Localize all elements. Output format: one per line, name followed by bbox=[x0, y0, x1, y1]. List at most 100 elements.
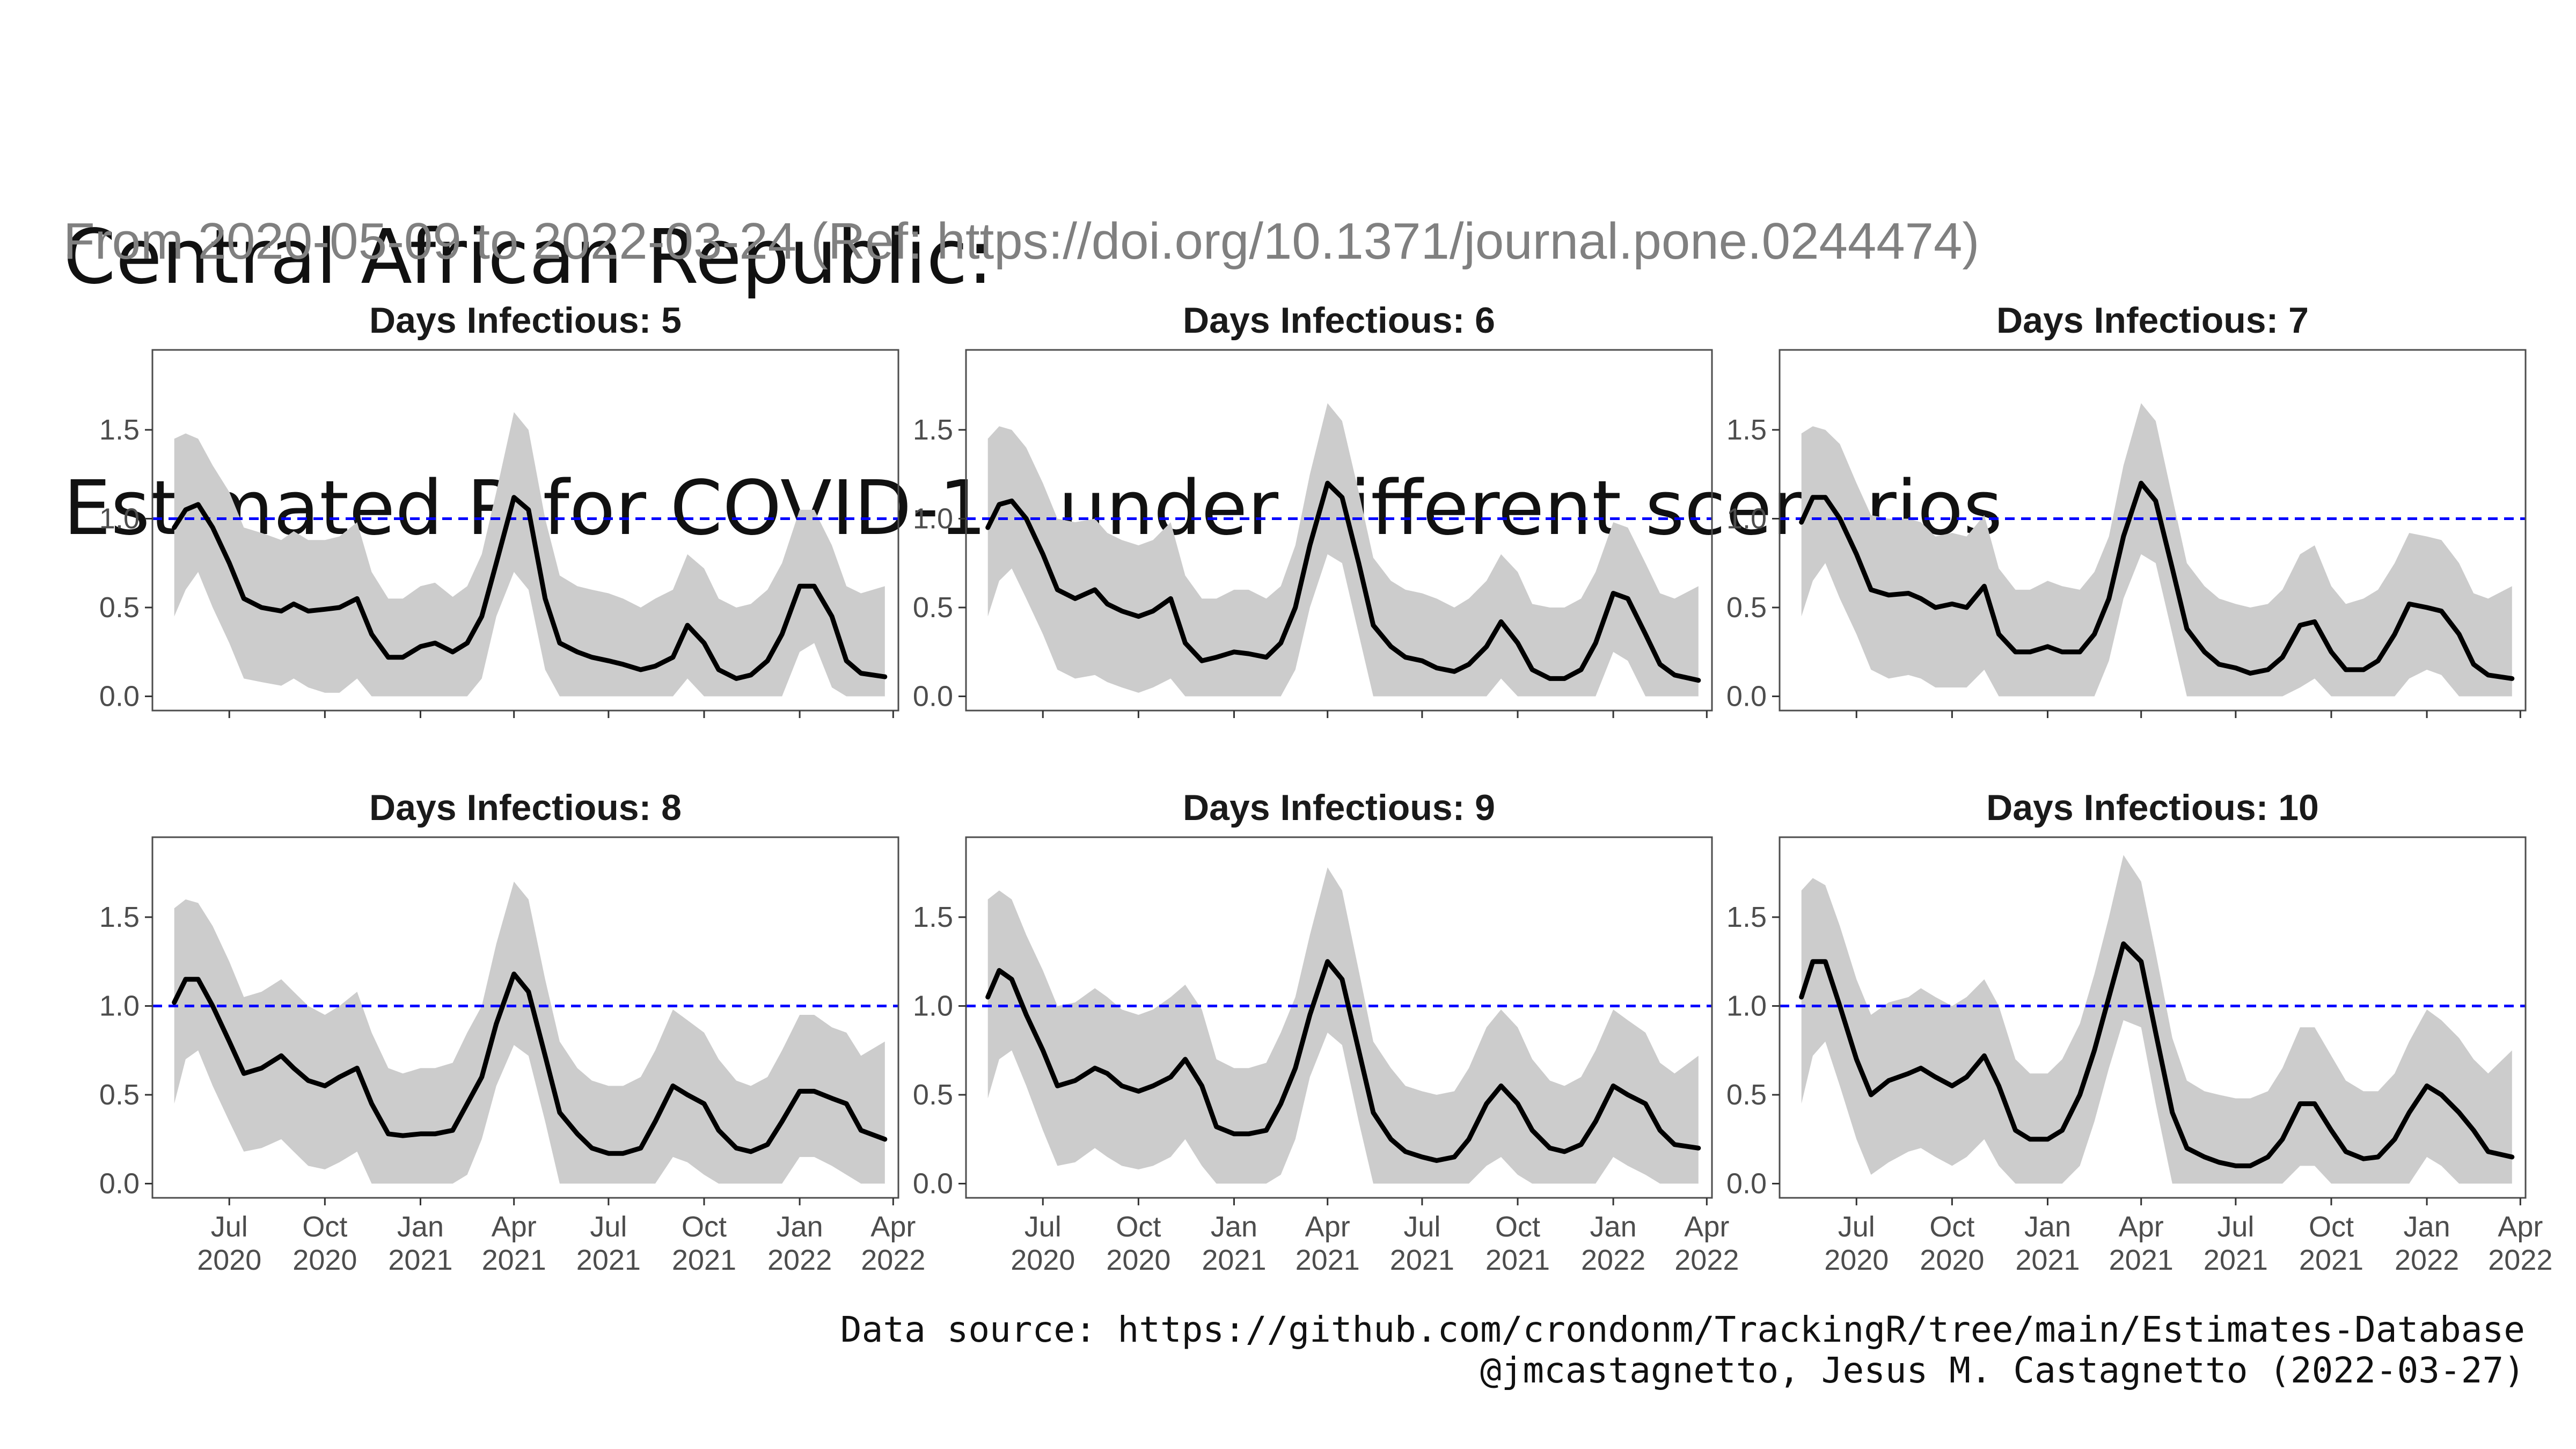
y-tick-label: 1.5 bbox=[1726, 414, 1767, 446]
x-tick-label-month: Jan bbox=[1590, 1211, 1637, 1243]
x-tick-label-month: Oct bbox=[1929, 1211, 1974, 1243]
estimate-line bbox=[172, 495, 888, 681]
panel-border bbox=[1779, 836, 2527, 1199]
y-tick-label: 0.5 bbox=[99, 591, 140, 624]
x-tick-label-year: 2021 bbox=[2204, 1244, 2268, 1276]
y-tick-label: 1.5 bbox=[913, 901, 953, 933]
y-tick-label: 1.0 bbox=[99, 502, 140, 535]
caption-source: Data source: https://github.com/crondonm… bbox=[840, 1309, 2525, 1350]
panel-title: Days Infectious: 5 bbox=[369, 300, 682, 341]
panel-border bbox=[1779, 349, 2527, 712]
estimate-line bbox=[985, 480, 1701, 683]
x-tick-label-year: 2021 bbox=[482, 1244, 546, 1276]
facet-panel: Days Infectious: 6 0.0 0.5 1.0 1.5 bbox=[913, 300, 1713, 718]
x-tick-label-year: 2021 bbox=[388, 1244, 452, 1276]
y-tick-label: 0.0 bbox=[913, 1168, 953, 1200]
x-tick-label-month: Jan bbox=[2404, 1211, 2450, 1243]
y-tick-label: 1.5 bbox=[1726, 901, 1767, 933]
confidence-ribbon bbox=[174, 881, 885, 1184]
y-tick-label: 1.5 bbox=[913, 414, 953, 446]
panel-border bbox=[965, 349, 1713, 712]
x-tick-label-month: Apr bbox=[870, 1211, 916, 1243]
y-tick-label: 1.0 bbox=[913, 990, 953, 1022]
x-tick-label-month: Apr bbox=[1684, 1211, 1729, 1243]
y-tick-label: 0.5 bbox=[1726, 1079, 1767, 1111]
facet-panel: Days Infectious: 90.00.51.01.5Jul2020Oct… bbox=[913, 787, 1739, 1276]
title-line-1: Central African Republic: bbox=[63, 214, 993, 301]
y-tick-label: 1.0 bbox=[1726, 502, 1767, 535]
x-tick-label-month: Jan bbox=[777, 1211, 823, 1243]
facet-panel: Days Infectious: 80.00.51.01.5Jul2020Oct… bbox=[99, 787, 925, 1276]
x-tick-label-month: Apr bbox=[492, 1211, 537, 1243]
confidence-ribbon bbox=[174, 412, 885, 697]
panel-title: Days Infectious: 9 bbox=[1183, 787, 1495, 828]
x-tick-label-month: Jul bbox=[1403, 1211, 1440, 1243]
x-tick-label-year: 2021 bbox=[1202, 1244, 1266, 1276]
y-tick-label: 1.0 bbox=[913, 502, 953, 535]
x-tick-label-year: 2021 bbox=[2109, 1244, 2174, 1276]
x-tick-label-year: 2021 bbox=[1390, 1244, 1454, 1276]
x-tick-label-year: 2021 bbox=[672, 1244, 736, 1276]
x-tick-label-year: 2020 bbox=[1011, 1244, 1075, 1276]
x-tick-label-year: 2022 bbox=[2395, 1244, 2459, 1276]
x-tick-label-month: Jan bbox=[1211, 1211, 1257, 1243]
y-tick-label: 0.5 bbox=[1726, 591, 1767, 624]
y-tick-label: 1.5 bbox=[99, 901, 140, 933]
x-tick-label-year: 2021 bbox=[1296, 1244, 1360, 1276]
estimate-line bbox=[1799, 941, 2515, 1168]
y-tick-label: 0.5 bbox=[99, 1079, 140, 1111]
panel-title: Days Infectious: 7 bbox=[1996, 300, 2309, 341]
x-tick-label-year: 2021 bbox=[2299, 1244, 2363, 1276]
x-tick-label-year: 2021 bbox=[576, 1244, 641, 1276]
x-tick-label-month: Jul bbox=[590, 1211, 627, 1243]
x-tick-label-year: 2020 bbox=[197, 1244, 261, 1276]
x-tick-label-month: Jan bbox=[397, 1211, 444, 1243]
y-tick-label: 0.0 bbox=[1726, 680, 1767, 713]
caption-author: @jmcastagnetto, Jesus M. Castagnetto (20… bbox=[1480, 1350, 2525, 1391]
y-tick-label: 0.0 bbox=[913, 680, 953, 713]
estimate-line bbox=[985, 959, 1701, 1163]
y-tick-label: 0.0 bbox=[99, 1168, 140, 1200]
x-tick-label-month: Apr bbox=[1305, 1211, 1350, 1243]
chart-caption: Data source: https://github.com/crondonm… bbox=[840, 1309, 2525, 1391]
x-tick-label-month: Jul bbox=[2217, 1211, 2254, 1243]
x-tick-label-year: 2022 bbox=[861, 1244, 925, 1276]
x-tick-label-year: 2020 bbox=[1106, 1244, 1170, 1276]
y-tick-label: 0.0 bbox=[1726, 1168, 1767, 1200]
facet-panel: Days Infectious: 5 0.0 0.5 1.0 1.5 bbox=[99, 300, 899, 718]
x-tick-label-month: Apr bbox=[2119, 1211, 2164, 1243]
x-tick-label-month: Jul bbox=[211, 1211, 248, 1243]
facet-panel: Days Infectious: 7 0.0 0.5 1.0 1.5 bbox=[1726, 300, 2527, 718]
estimate-line bbox=[1799, 480, 2515, 681]
panel-border bbox=[151, 349, 899, 712]
x-tick-label-month: Jul bbox=[1024, 1211, 1062, 1243]
chart-subtitle: From 2020-05-09 to 2022-03-24 (Ref: http… bbox=[63, 213, 1980, 270]
x-tick-label-month: Oct bbox=[2309, 1211, 2354, 1243]
x-tick-label-month: Oct bbox=[1495, 1211, 1540, 1243]
panel-border bbox=[151, 836, 899, 1199]
panel-title: Days Infectious: 6 bbox=[1183, 300, 1495, 341]
y-tick-label: 0.0 bbox=[99, 680, 140, 713]
confidence-ribbon bbox=[1801, 855, 2512, 1184]
confidence-ribbon bbox=[987, 867, 1699, 1184]
y-tick-label: 1.5 bbox=[99, 414, 140, 446]
panel-title: Days Infectious: 8 bbox=[369, 787, 682, 828]
x-tick-label-year: 2021 bbox=[2015, 1244, 2080, 1276]
y-tick-label: 1.0 bbox=[99, 990, 140, 1022]
x-tick-label-year: 2022 bbox=[1674, 1244, 1739, 1276]
x-tick-label-month: Oct bbox=[1116, 1211, 1161, 1243]
x-tick-label-year: 2022 bbox=[767, 1244, 832, 1276]
x-tick-label-year: 2020 bbox=[292, 1244, 357, 1276]
x-tick-label-month: Apr bbox=[2498, 1211, 2543, 1243]
panel-title: Days Infectious: 10 bbox=[1986, 787, 2319, 828]
x-tick-label-year: 2022 bbox=[1581, 1244, 1645, 1276]
x-tick-label-month: Jan bbox=[2024, 1211, 2071, 1243]
facet-panel: Days Infectious: 10 0.0 0.5 1.0 1.5 Jul 2020 Oc… bbox=[1726, 787, 2552, 1276]
x-tick-label-year: 2020 bbox=[1824, 1244, 1889, 1276]
estimate-line bbox=[172, 971, 888, 1156]
x-tick-label-month: Oct bbox=[682, 1211, 727, 1243]
confidence-ribbon bbox=[1801, 403, 2512, 697]
panel-border bbox=[965, 836, 1713, 1199]
y-tick-label: 1.0 bbox=[1726, 990, 1767, 1022]
